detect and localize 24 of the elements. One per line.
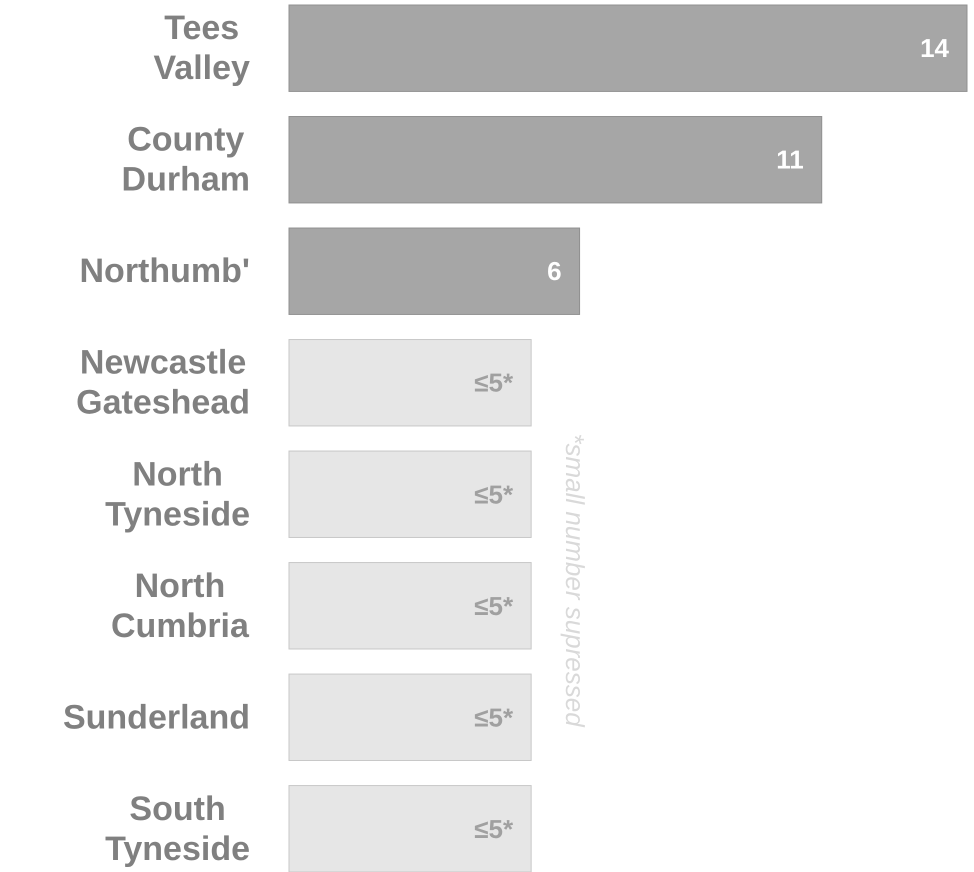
data-label: ≤5*	[474, 814, 514, 844]
y-tick-label: Tees Valley	[153, 9, 250, 88]
data-label: 14	[920, 33, 950, 64]
y-tick-label: Northumb'	[80, 252, 250, 290]
y-tick-label: Newcastle Gateshead	[76, 344, 250, 422]
y-tick-label: County Durham	[122, 120, 250, 199]
bar	[288, 562, 532, 650]
bar	[288, 4, 968, 92]
y-tick-label: Sunderland	[62, 698, 250, 736]
data-label: ≤5*	[474, 479, 514, 510]
data-label: ≤5*	[474, 368, 514, 398]
data-label: ≤5*	[474, 702, 514, 732]
data-label: ≤5*	[474, 590, 514, 621]
bar	[288, 674, 532, 761]
y-tick-label: North Cumbria	[111, 566, 250, 645]
bar	[288, 785, 532, 872]
bar	[288, 228, 580, 315]
bar	[288, 339, 532, 426]
y-tick-label: South Tyneside	[105, 790, 250, 868]
data-label: 11	[776, 144, 804, 175]
bar	[288, 450, 532, 538]
data-label: 6	[547, 256, 562, 286]
y-tick-label: North Tyneside	[105, 455, 250, 534]
bar	[288, 116, 822, 204]
